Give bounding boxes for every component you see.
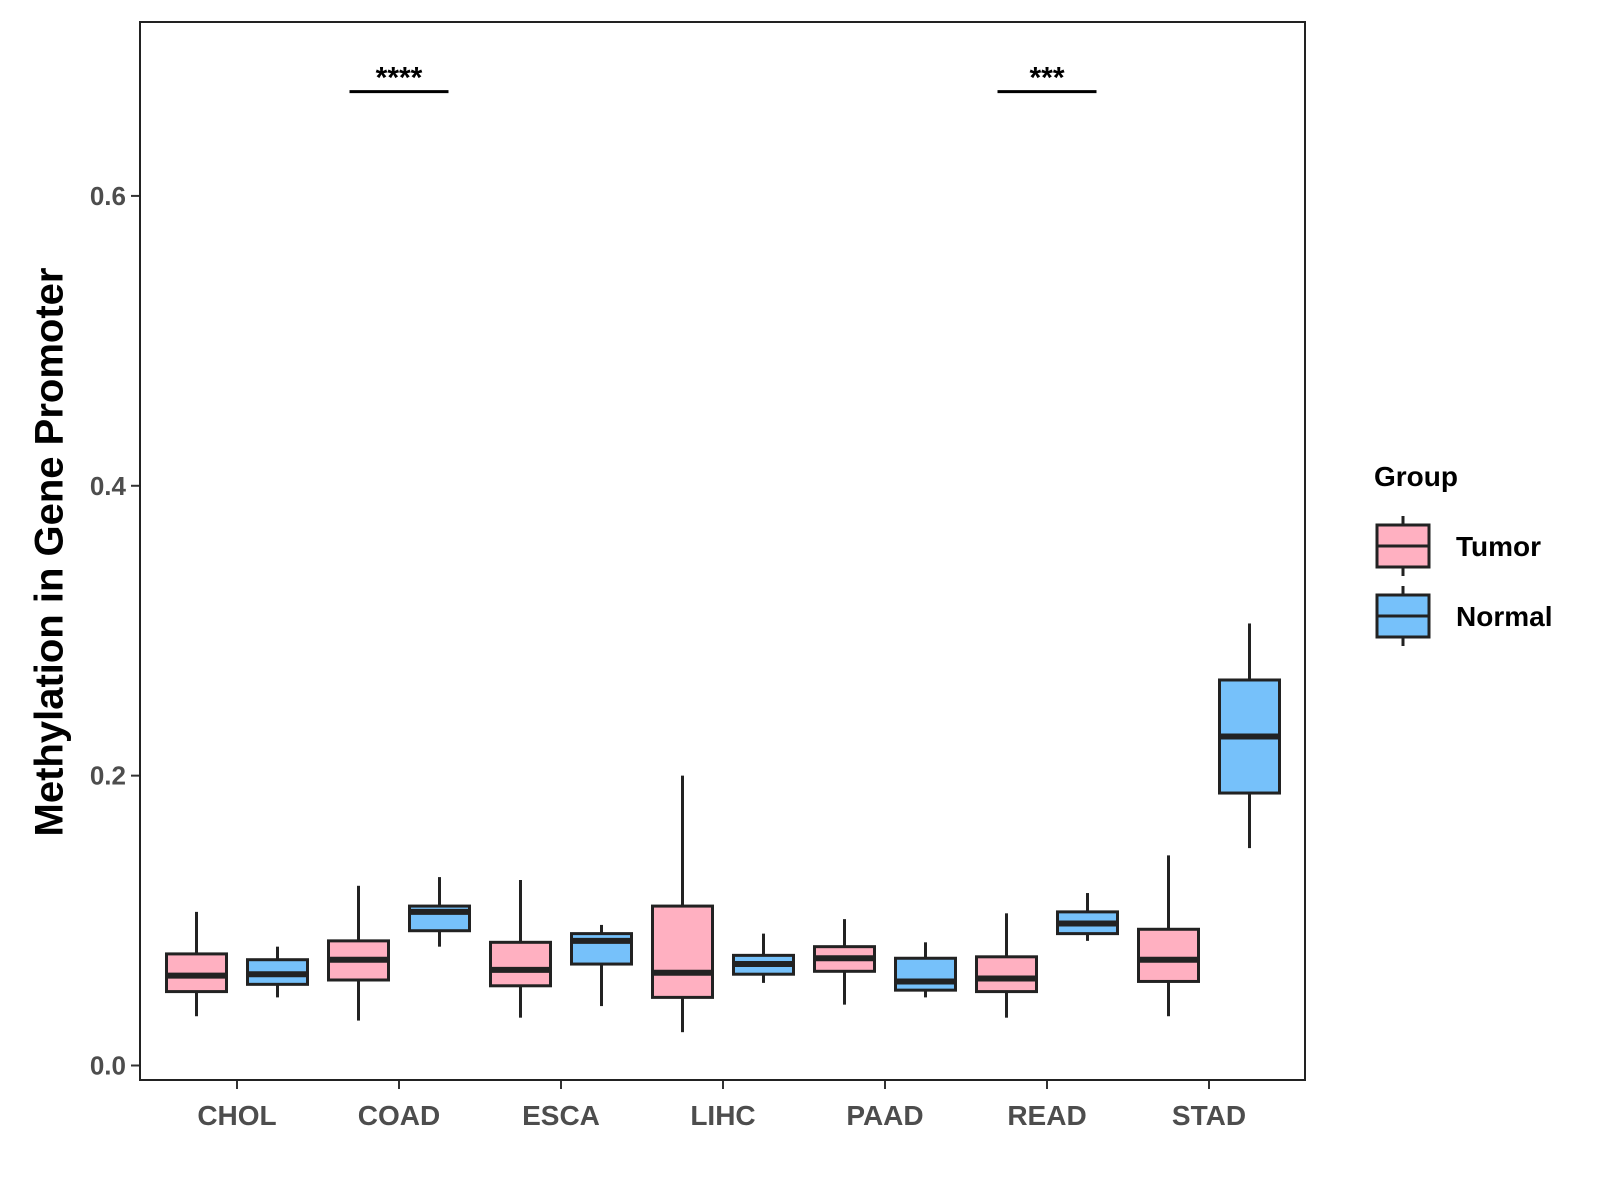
y-tick-label-0: 0.0 bbox=[90, 1051, 126, 1081]
plot-panel-border bbox=[139, 21, 1306, 1081]
box-tumor-paad bbox=[813, 919, 876, 1005]
legend-item-normal: Normal bbox=[1375, 586, 1552, 646]
box-body bbox=[651, 904, 714, 999]
box-body bbox=[489, 940, 552, 988]
box-normal-read bbox=[1056, 893, 1119, 941]
legend-label-tumor: Tumor bbox=[1456, 531, 1541, 562]
box-tumor-stad bbox=[1137, 855, 1200, 1017]
box-normal-coad bbox=[408, 877, 471, 947]
y-tick-label-3: 0.6 bbox=[90, 181, 126, 211]
box-body bbox=[1137, 927, 1200, 983]
box-normal-stad bbox=[1218, 623, 1281, 849]
x-tick-label-paad: PAAD bbox=[846, 1100, 923, 1131]
legend-items: Tumor Normal bbox=[1375, 516, 1552, 646]
significance-label-coad: **** bbox=[376, 62, 423, 95]
x-tick-label-esca: ESCA bbox=[522, 1100, 600, 1131]
plot-layer: 0.0 0.2 0.4 0.6 CHOL COAD ESCA LIHC PAAD READ STAD… bbox=[90, 62, 1281, 1131]
box-normal-paad bbox=[894, 942, 957, 998]
box-normal-chol bbox=[246, 946, 309, 998]
x-tick-label-coad: COAD bbox=[358, 1100, 440, 1131]
x-tick-label-lihc: LIHC bbox=[690, 1100, 755, 1131]
legend-title: Group bbox=[1374, 461, 1458, 492]
box-tumor-esca bbox=[489, 879, 552, 1018]
box-tumor-read bbox=[975, 913, 1038, 1018]
legend: Group Tumor Normal bbox=[1374, 461, 1552, 646]
x-tick-label-chol: CHOL bbox=[197, 1100, 276, 1131]
box-normal-esca bbox=[570, 924, 633, 1007]
box-body bbox=[894, 956, 957, 992]
box-normal-lihc bbox=[732, 933, 795, 983]
x-tick-label-stad: STAD bbox=[1172, 1100, 1246, 1131]
significance-label-read: *** bbox=[1029, 62, 1064, 95]
y-axis-title: Methylation in Gene Promoter bbox=[28, 268, 72, 837]
legend-item-tumor: Tumor bbox=[1375, 516, 1541, 576]
box-tumor-coad bbox=[327, 885, 390, 1021]
y-tick-label-1: 0.2 bbox=[90, 761, 126, 791]
box-tumor-chol bbox=[165, 911, 228, 1017]
y-axis-title-group: Methylation in Gene Promoter bbox=[28, 268, 72, 837]
y-tick-label-2: 0.4 bbox=[90, 471, 127, 501]
legend-label-normal: Normal bbox=[1456, 601, 1552, 632]
box-body bbox=[975, 955, 1038, 994]
x-tick-label-read: READ bbox=[1007, 1100, 1086, 1131]
box-tumor-lihc bbox=[651, 775, 714, 1033]
